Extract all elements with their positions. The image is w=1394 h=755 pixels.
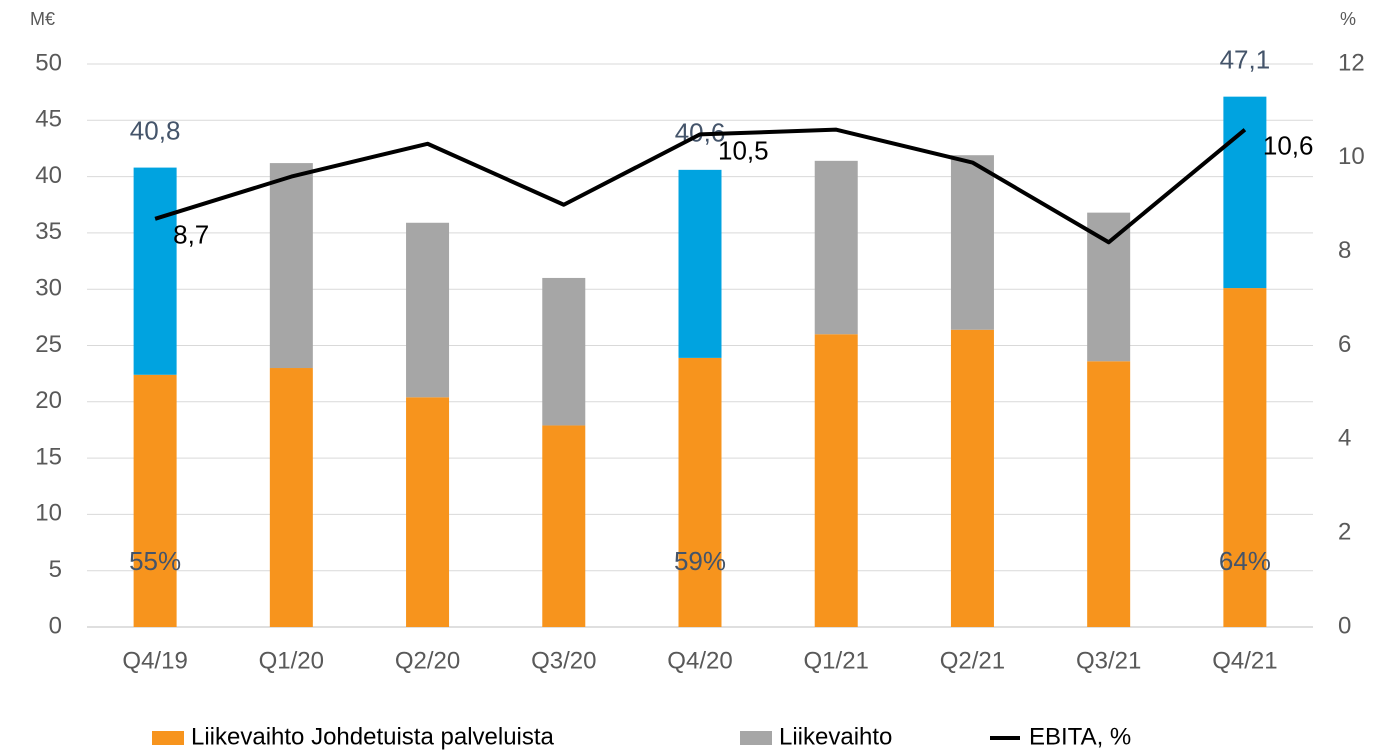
x-tick-label: Q4/21	[1212, 647, 1277, 674]
bar	[269, 163, 313, 369]
y-tick-label: 25	[35, 331, 62, 358]
x-tick-label: Q1/21	[804, 647, 869, 674]
bar	[678, 357, 722, 627]
y2-tick-label: 2	[1338, 519, 1351, 546]
y-tick-label: 0	[49, 612, 62, 639]
x-tick-label: Q4/20	[667, 647, 732, 674]
y2-tick-label: 8	[1338, 237, 1351, 264]
bar	[814, 160, 858, 335]
bar	[678, 169, 722, 358]
y-tick-label: 45	[35, 106, 62, 133]
x-tick-label: Q4/19	[122, 647, 187, 674]
y2-tick-label: 6	[1338, 331, 1351, 358]
y2-tick-label: 12	[1338, 49, 1365, 76]
legend-label: Liikevaihto Johdetuista palveluista	[191, 723, 555, 750]
y-tick-label: 50	[35, 49, 62, 76]
y2-tick-label: 4	[1338, 425, 1351, 452]
bar	[542, 277, 586, 426]
legend-swatch	[152, 731, 184, 745]
bar	[133, 374, 177, 627]
bar	[406, 222, 450, 398]
x-tick-label: Q2/21	[940, 647, 1005, 674]
bar	[1087, 361, 1131, 627]
y-tick-label: 10	[35, 500, 62, 527]
y2-axis-label: %	[1340, 9, 1356, 29]
y2-tick-label: 10	[1338, 143, 1365, 170]
y-tick-label: 20	[35, 387, 62, 414]
bar	[814, 334, 858, 627]
bar	[406, 397, 450, 627]
bar	[1087, 212, 1131, 362]
share-label: 55%	[129, 546, 181, 576]
legend-swatch	[740, 731, 772, 745]
line-label: 10,5	[718, 135, 769, 165]
line-label: 10,6	[1263, 131, 1314, 161]
bar	[133, 167, 177, 375]
bar	[542, 425, 586, 627]
total-label: 47,1	[1220, 45, 1271, 75]
x-tick-label: Q2/20	[395, 647, 460, 674]
share-label: 59%	[674, 546, 726, 576]
total-label: 40,8	[130, 115, 181, 145]
y-tick-label: 40	[35, 162, 62, 189]
bar	[1223, 288, 1267, 627]
y-tick-label: 35	[35, 218, 62, 245]
bar	[950, 155, 994, 330]
share-label: 64%	[1219, 546, 1271, 576]
y-tick-label: 5	[49, 556, 62, 583]
y-tick-label: 15	[35, 443, 62, 470]
x-tick-label: Q3/21	[1076, 647, 1141, 674]
y2-tick-label: 0	[1338, 612, 1351, 639]
bar	[950, 329, 994, 627]
legend-label: Liikevaihto	[779, 723, 892, 750]
legend-label: EBITA, %	[1029, 723, 1131, 750]
x-tick-label: Q3/20	[531, 647, 596, 674]
bar	[1223, 96, 1267, 289]
line-label: 8,7	[173, 220, 209, 250]
y-axis-label: M€	[30, 9, 55, 29]
y-tick-label: 30	[35, 275, 62, 302]
bar	[269, 368, 313, 627]
line	[154, 127, 1247, 245]
x-tick-label: Q1/20	[259, 647, 324, 674]
